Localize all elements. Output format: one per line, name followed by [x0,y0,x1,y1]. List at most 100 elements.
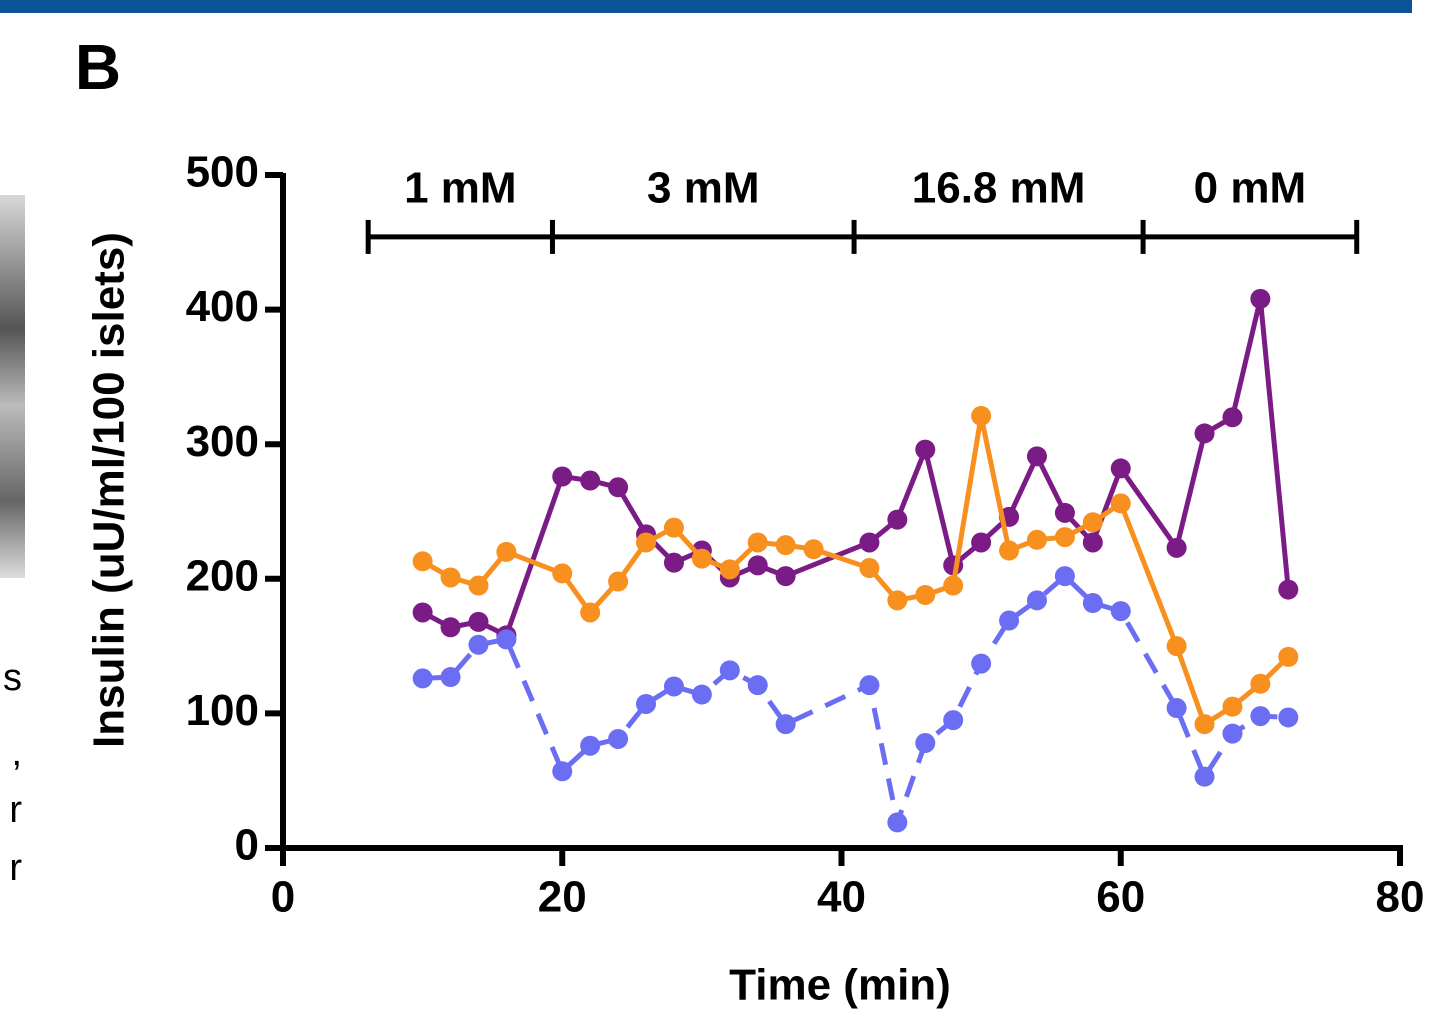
data-point [1166,698,1187,719]
data-point [887,590,908,611]
data-point [1278,707,1299,728]
side-text-fragment: s [3,657,22,699]
data-point [412,551,433,572]
data-point [719,660,740,681]
data-point [636,693,657,714]
data-point [1110,601,1131,622]
side-text-fragment: , [11,732,22,774]
data-point [412,668,433,689]
y-tick-label: 300 [186,417,259,466]
data-point [971,405,992,426]
data-point [412,602,433,623]
data-point [691,548,712,569]
phase-label: 0 mM [1194,164,1306,213]
data-point [775,535,796,556]
data-point [1026,446,1047,467]
data-point [971,532,992,553]
phase-label: 1 mM [404,164,516,213]
data-point [775,566,796,587]
y-axis-title: Insulin (uU/ml/100 islets) [85,232,134,748]
data-point [1166,636,1187,657]
data-point [608,477,629,498]
data-point [887,509,908,530]
data-point [1194,714,1215,735]
data-point [1110,493,1131,514]
data-point [1026,590,1047,611]
data-point [552,761,573,782]
data-point [971,653,992,674]
data-point [915,733,936,754]
series-line [421,296,1291,638]
x-tick-label: 60 [1096,873,1145,922]
y-tick-label: 100 [186,686,259,735]
data-point [719,559,740,580]
data-point [747,532,768,553]
data-point [859,558,880,579]
data-point [1082,512,1103,533]
data-point [1222,407,1243,428]
data-point [468,634,489,655]
data-point [803,539,824,560]
data-point [552,466,573,487]
data-point [859,675,880,696]
data-point [1222,696,1243,717]
data-point [440,617,461,638]
data-point [663,517,684,538]
data-point [636,532,657,553]
data-point [1110,458,1131,479]
data-point [608,571,629,592]
data-point [1082,593,1103,614]
data-point [663,552,684,573]
data-point [580,602,601,623]
data-point [440,567,461,588]
data-point [1054,566,1075,587]
data-point [999,610,1020,631]
data-point [580,470,601,491]
side-text-fragment: r [9,789,22,831]
data-point [1278,579,1299,600]
data-point [859,532,880,553]
phase-label: 3 mM [647,164,759,213]
data-point [1026,529,1047,550]
x-axis-title: Time (min) [729,961,951,1010]
data-point [775,714,796,735]
data-point [1082,532,1103,553]
data-point [552,563,573,584]
side-image [0,195,25,578]
phase-label: 16.8 mM [912,164,1086,213]
x-tick-label: 80 [1376,873,1425,922]
data-point [1166,537,1187,558]
data-point [468,575,489,596]
y-tick-label: 400 [186,282,259,331]
data-point [496,541,517,562]
data-point [999,540,1020,561]
panel-label: B [75,31,121,103]
x-tick-label: 40 [817,873,866,922]
side-text-fragment: r [9,847,22,889]
series-line [421,413,1291,727]
data-point [691,684,712,705]
data-point [747,555,768,576]
data-point [496,629,517,650]
data-point [887,812,908,833]
data-point [1222,723,1243,744]
data-point [1250,706,1271,727]
data-point [1250,673,1271,694]
data-point [915,439,936,460]
x-tick-label: 20 [538,873,587,922]
data-point [943,575,964,596]
data-point [580,735,601,756]
data-point [747,675,768,696]
data-point [1054,527,1075,548]
data-point [468,611,489,632]
data-point [440,667,461,688]
y-tick-label: 0 [235,821,259,870]
y-tick-label: 200 [186,551,259,600]
data-point [1194,423,1215,444]
x-tick-label: 0 [271,873,295,922]
side-text: s, rr [3,657,22,889]
header-bar [0,0,1412,13]
data-point [1278,646,1299,667]
